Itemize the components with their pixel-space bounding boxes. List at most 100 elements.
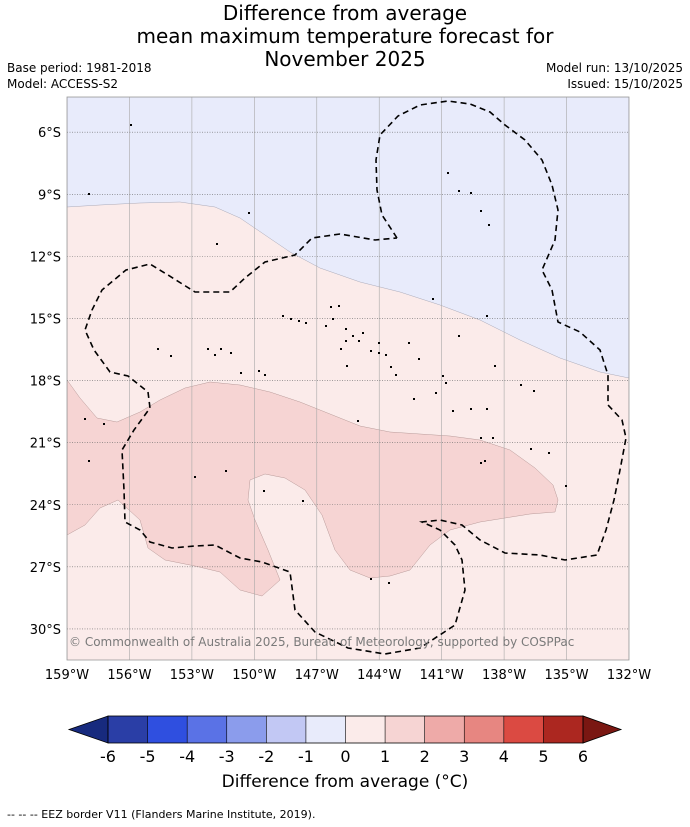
island bbox=[340, 348, 342, 350]
colorbar-segment bbox=[147, 716, 188, 743]
colorbar-tick-label: -1 bbox=[298, 747, 314, 766]
island bbox=[492, 437, 494, 439]
island bbox=[484, 460, 486, 462]
island bbox=[325, 325, 327, 327]
title-line-1: Difference from average bbox=[222, 1, 468, 25]
lon-tick-label: 138°W bbox=[482, 668, 526, 683]
island bbox=[548, 452, 550, 454]
island bbox=[305, 322, 307, 324]
island bbox=[480, 462, 482, 464]
title-line-2: mean maximum temperature forecast for bbox=[136, 24, 554, 48]
island bbox=[565, 485, 567, 487]
eez-legend-note: -- -- -- EEZ border V11 (Flanders Marine… bbox=[7, 808, 316, 821]
island bbox=[258, 370, 260, 372]
colorbar-over-arrow bbox=[582, 715, 623, 744]
model-text: Model: ACCESS-S2 bbox=[7, 77, 119, 91]
lon-tick-label: 153°W bbox=[170, 668, 214, 683]
lat-tick-label: 12°S bbox=[30, 250, 61, 265]
map-frame bbox=[66, 96, 630, 661]
lon-tick-label: 135°W bbox=[544, 668, 588, 683]
colorbar-under-arrow bbox=[67, 715, 109, 744]
lat-tick-label: 18°S bbox=[30, 375, 61, 390]
island bbox=[194, 476, 196, 478]
colorbar-segment bbox=[187, 716, 228, 743]
islands bbox=[84, 124, 567, 584]
colorbar-tick-label: -6 bbox=[100, 747, 116, 766]
island bbox=[408, 342, 410, 344]
island bbox=[486, 315, 488, 317]
island bbox=[488, 224, 490, 226]
island bbox=[447, 172, 449, 174]
island bbox=[432, 298, 434, 300]
lat-tick-label: 30°S bbox=[30, 623, 61, 638]
island bbox=[220, 348, 222, 350]
island bbox=[358, 340, 360, 342]
island bbox=[486, 408, 488, 410]
island bbox=[225, 470, 227, 472]
colorbar-segment bbox=[464, 716, 505, 743]
colorbar-tick-label: -2 bbox=[258, 747, 274, 766]
colorbar-tick-label: 4 bbox=[499, 747, 509, 766]
island bbox=[103, 423, 105, 425]
map-plot-area bbox=[67, 97, 629, 660]
island bbox=[207, 348, 209, 350]
colorbar-segment bbox=[424, 716, 465, 743]
colorbar-tick-label: 2 bbox=[420, 747, 430, 766]
island bbox=[264, 374, 266, 376]
lon-tick-label: 141°W bbox=[420, 668, 464, 683]
colorbar-segment bbox=[305, 716, 346, 743]
island bbox=[345, 328, 347, 330]
island bbox=[302, 500, 304, 502]
colorbar-tick-label: 0 bbox=[340, 747, 350, 766]
meta-left: Base period: 1981-2018 Model: ACCESS-S2 bbox=[7, 60, 152, 92]
island bbox=[263, 490, 265, 492]
lon-tick-label: 132°W bbox=[607, 668, 651, 683]
eez-border bbox=[84, 100, 627, 655]
island bbox=[84, 418, 86, 420]
island bbox=[362, 332, 364, 334]
island bbox=[370, 578, 372, 580]
island bbox=[413, 398, 415, 400]
island bbox=[378, 342, 380, 344]
island bbox=[370, 350, 372, 352]
base-period-text: Base period: 1981-2018 bbox=[7, 61, 152, 75]
island bbox=[332, 318, 334, 320]
island bbox=[282, 315, 284, 317]
lon-tick-label: 156°W bbox=[107, 668, 151, 683]
island bbox=[345, 340, 347, 342]
island bbox=[458, 335, 460, 337]
colorbar-tick-label: 1 bbox=[380, 747, 390, 766]
gridlines bbox=[67, 97, 629, 660]
lat-tick-label: 15°S bbox=[30, 312, 61, 327]
island bbox=[445, 382, 447, 384]
island bbox=[435, 392, 437, 394]
chart-title: Difference from average mean maximum tem… bbox=[0, 2, 690, 71]
lat-tick-label: 6°S bbox=[38, 126, 61, 141]
island bbox=[290, 318, 292, 320]
colorbar-segment bbox=[226, 716, 267, 743]
island bbox=[157, 348, 159, 350]
island bbox=[480, 210, 482, 212]
colorbar-tick-label: 3 bbox=[459, 747, 469, 766]
meta-right: Model run: 13/10/2025 Issued: 15/10/2025 bbox=[546, 60, 683, 92]
island bbox=[458, 190, 460, 192]
island bbox=[338, 305, 340, 307]
lat-tick-label: 24°S bbox=[30, 499, 61, 514]
lon-tick-label: 147°W bbox=[295, 668, 339, 683]
anomaly-zone-minus1-to-0 bbox=[67, 97, 629, 379]
island bbox=[248, 212, 250, 214]
lon-tick-label: 144°W bbox=[357, 668, 401, 683]
island bbox=[418, 358, 420, 360]
island bbox=[214, 354, 216, 356]
island bbox=[216, 243, 218, 245]
lat-tick-label: 21°S bbox=[30, 437, 61, 452]
island bbox=[378, 352, 380, 354]
island bbox=[470, 408, 472, 410]
island bbox=[352, 335, 354, 337]
island bbox=[388, 582, 390, 584]
island bbox=[530, 448, 532, 450]
island bbox=[298, 320, 300, 322]
island bbox=[480, 437, 482, 439]
colorbar-tick-label: 5 bbox=[538, 747, 548, 766]
island bbox=[533, 390, 535, 392]
